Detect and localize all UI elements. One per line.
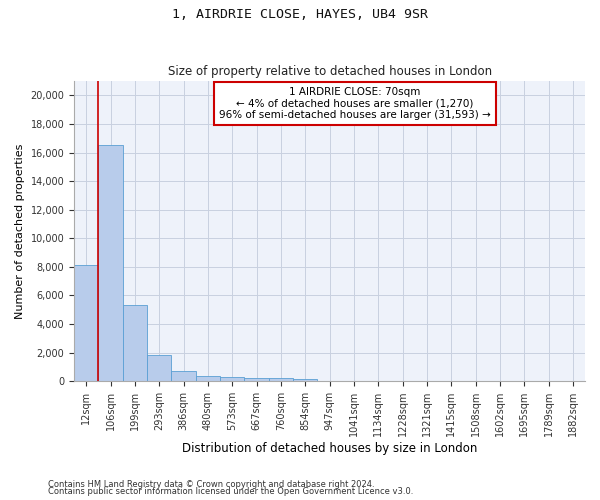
Bar	[220, 377, 244, 381]
Y-axis label: Number of detached properties: Number of detached properties	[15, 144, 25, 319]
Bar	[123, 306, 147, 381]
Bar	[196, 376, 220, 381]
Title: Size of property relative to detached houses in London: Size of property relative to detached ho…	[167, 66, 491, 78]
Bar	[293, 379, 317, 381]
Bar	[172, 371, 196, 381]
Bar	[244, 378, 269, 381]
Text: Contains public sector information licensed under the Open Government Licence v3: Contains public sector information licen…	[48, 488, 413, 496]
Bar	[269, 378, 293, 381]
Bar	[147, 355, 172, 381]
Bar	[74, 266, 98, 381]
Text: 1, AIRDRIE CLOSE, HAYES, UB4 9SR: 1, AIRDRIE CLOSE, HAYES, UB4 9SR	[172, 8, 428, 20]
Bar	[98, 146, 123, 381]
Text: 1 AIRDRIE CLOSE: 70sqm
← 4% of detached houses are smaller (1,270)
96% of semi-d: 1 AIRDRIE CLOSE: 70sqm ← 4% of detached …	[219, 87, 491, 120]
Text: Contains HM Land Registry data © Crown copyright and database right 2024.: Contains HM Land Registry data © Crown c…	[48, 480, 374, 489]
X-axis label: Distribution of detached houses by size in London: Distribution of detached houses by size …	[182, 442, 477, 455]
